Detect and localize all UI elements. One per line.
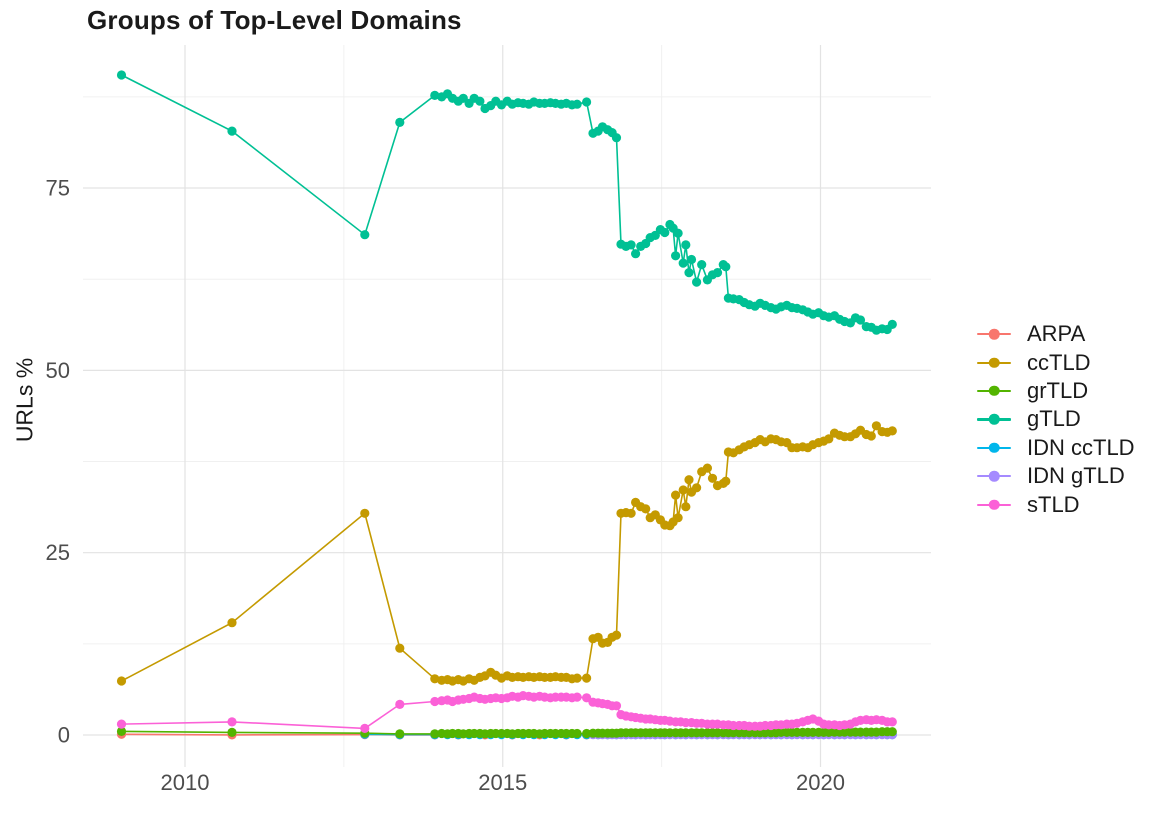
y-tick-label: 50 bbox=[46, 358, 70, 383]
y-tick-label: 25 bbox=[46, 540, 70, 565]
gridlines-minor bbox=[83, 45, 931, 767]
x-tick-label: 2015 bbox=[478, 770, 527, 795]
legend-key-icon bbox=[977, 357, 1011, 369]
legend-key-icon bbox=[977, 413, 1011, 425]
legend-label: sTLD bbox=[1027, 491, 1080, 517]
x-tick-label: 2010 bbox=[161, 770, 210, 795]
y-tick-label: 0 bbox=[58, 723, 70, 748]
series-points-grtld bbox=[116, 726, 897, 739]
legend-item-idn-cctld: IDN ccTLD bbox=[977, 434, 1135, 462]
legend-item-cctld: ccTLD bbox=[977, 348, 1135, 376]
series-line-cctld bbox=[121, 424, 893, 682]
legend-item-idn-gtld: IDN gTLD bbox=[977, 462, 1135, 490]
legend-item-arpa: ARPA bbox=[977, 320, 1135, 348]
y-tick-label: 75 bbox=[46, 176, 70, 201]
series-points-stld bbox=[116, 691, 897, 734]
legend-key-icon bbox=[977, 499, 1011, 511]
x-tick-label: 2020 bbox=[796, 770, 845, 795]
legend-key-icon bbox=[977, 470, 1011, 482]
legend-label: gTLD bbox=[1027, 406, 1081, 432]
legend-label: ccTLD bbox=[1027, 349, 1091, 375]
chart-title: Groups of Top-Level Domains bbox=[87, 5, 462, 35]
series-line-gtld bbox=[121, 74, 893, 332]
legend-item-stld: sTLD bbox=[977, 490, 1135, 518]
series-points-cctld bbox=[116, 421, 897, 686]
legend-label: grTLD bbox=[1027, 377, 1089, 403]
legend-label: ARPA bbox=[1027, 321, 1086, 347]
y-axis-title: URLs % bbox=[11, 357, 38, 443]
series-points-gtld bbox=[116, 70, 897, 335]
legend-item-grtld: grTLD bbox=[977, 377, 1135, 405]
legend-label: IDN ccTLD bbox=[1027, 434, 1135, 460]
legend-key-icon bbox=[977, 442, 1011, 454]
legend-label: IDN gTLD bbox=[1027, 463, 1125, 489]
gridlines-major bbox=[83, 45, 931, 767]
legend-key-icon bbox=[977, 328, 1011, 340]
legend-item-gtld: gTLD bbox=[977, 405, 1135, 433]
legend: ARPA ccTLD grTLD gTLD IDN ccTLD IDN gTLD sTLD bbox=[977, 320, 1135, 519]
legend-key-icon bbox=[977, 385, 1011, 397]
